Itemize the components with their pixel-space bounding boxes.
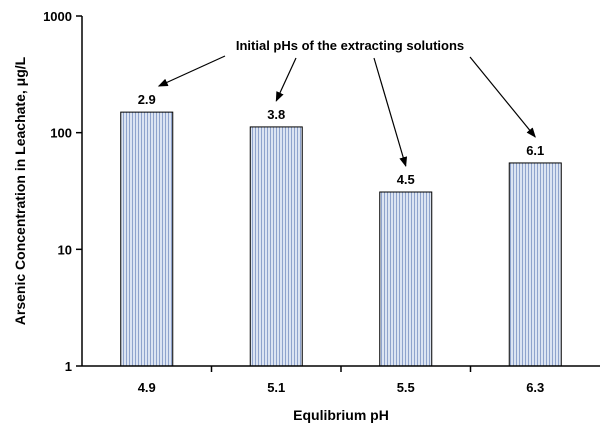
bar-label: 2.9 bbox=[138, 92, 156, 107]
x-tick-label: 5.1 bbox=[267, 380, 285, 395]
bar-5.1 bbox=[249, 126, 303, 367]
y-axis-title: Arsenic Concentration in Leachate, μg/L bbox=[12, 56, 28, 325]
y-tick-label: 1000 bbox=[43, 9, 72, 24]
bar-label: 3.8 bbox=[267, 107, 285, 122]
bar-labels: 2.9 3.8 4.5 6.1 bbox=[138, 92, 545, 187]
annotation-arrow bbox=[275, 57, 297, 102]
annotation-arrow bbox=[469, 56, 536, 138]
x-tick-label: 6.3 bbox=[526, 380, 544, 395]
annotation-arrow bbox=[157, 55, 226, 87]
y-tick-label: 10 bbox=[58, 242, 72, 257]
bar-4.9 bbox=[120, 111, 174, 367]
annotation-arrows bbox=[157, 55, 536, 167]
annotation-arrow bbox=[373, 57, 408, 167]
annotation-text: Initial pHs of the extracting solutions bbox=[236, 38, 464, 53]
y-tick-label: 100 bbox=[50, 126, 72, 141]
y-tick-label: 1 bbox=[65, 359, 72, 374]
x-axis-title: Equlibrium pH bbox=[293, 407, 389, 423]
x-ticks: 4.9 5.1 5.5 6.3 bbox=[138, 366, 544, 395]
bar-5.5 bbox=[379, 191, 433, 367]
x-tick-label: 5.5 bbox=[397, 380, 415, 395]
y-axis-title-unit: μg/L bbox=[12, 56, 28, 86]
bars bbox=[120, 111, 562, 367]
y-ticks: 1 10 100 1000 bbox=[43, 9, 82, 374]
x-tick-label: 4.9 bbox=[138, 380, 156, 395]
bar-label: 6.1 bbox=[526, 143, 544, 158]
bar-label: 4.5 bbox=[397, 172, 415, 187]
y-axis-title-main: Arsenic Concentration in Leachate, bbox=[12, 86, 28, 325]
bar-6.3 bbox=[508, 162, 562, 367]
